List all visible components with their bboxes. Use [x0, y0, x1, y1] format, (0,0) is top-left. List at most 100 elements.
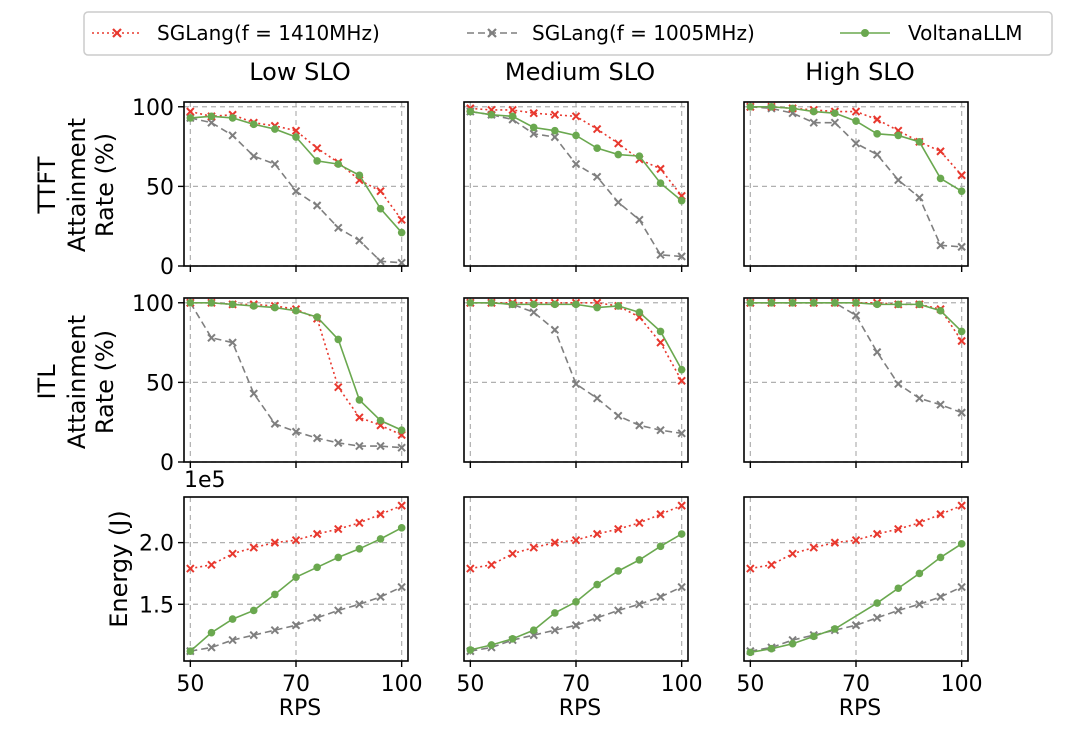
data-point-sglang-1005	[894, 175, 903, 185]
data-point-sglang-1410	[677, 501, 686, 510]
data-point-voltana	[355, 171, 364, 180]
data-point-sglang-1005	[228, 635, 237, 645]
data-point-sglang-1005	[957, 242, 966, 252]
data-point-voltana	[635, 556, 644, 564]
data-point-sglang-1410	[334, 382, 343, 392]
data-point-voltana	[957, 187, 966, 195]
data-point-voltana	[228, 615, 237, 623]
data-point-voltana	[551, 126, 559, 135]
data-point-sglang-1410	[656, 338, 665, 347]
data-point-voltana	[656, 179, 665, 188]
data-point-sglang-1005	[571, 621, 581, 630]
xtick-label: 70	[562, 672, 590, 697]
data-point-sglang-1410	[355, 518, 364, 528]
data-point-sglang-1410	[466, 564, 475, 573]
xtick-label: 50	[456, 672, 484, 697]
panel-itl-low-slo: 0 50 100	[132, 292, 409, 476]
xlabel-low-slo: RPS	[279, 696, 322, 721]
data-point-voltana	[788, 104, 797, 113]
series-line-sglang-1005	[190, 586, 402, 652]
data-point-sglang-1410	[355, 413, 364, 422]
legend-label-sglang-1410: SGLang(f = 1410MHz)	[157, 21, 380, 45]
data-point-voltana	[614, 567, 623, 575]
column-title-high-slo: High SLO	[805, 58, 914, 86]
legend-entry-voltana: VoltanaLLM	[840, 21, 1023, 45]
column-title-medium-slo: Medium SLO	[505, 58, 655, 86]
data-point-sglang-1410	[830, 538, 840, 547]
data-point-sglang-1005	[207, 643, 216, 652]
legend-entry-sglang-1005: SGLang(f = 1005MHz)	[467, 21, 755, 45]
data-point-sglang-1410	[186, 107, 195, 116]
ytick-label: 50	[146, 371, 174, 396]
data-point-voltana	[271, 303, 279, 312]
data-point-sglang-1410	[936, 147, 945, 156]
data-point-voltana	[957, 327, 966, 336]
data-point-sglang-1410	[767, 560, 776, 570]
data-point-sglang-1410	[376, 510, 385, 519]
data-point-voltana	[529, 123, 538, 132]
data-point-voltana	[572, 598, 580, 606]
data-point-sglang-1005	[397, 582, 406, 592]
data-point-voltana	[376, 416, 385, 425]
data-point-voltana	[746, 648, 755, 657]
data-point-voltana	[936, 306, 945, 315]
data-point-voltana	[677, 365, 686, 374]
ytick-label: 100	[132, 96, 174, 121]
data-point-voltana	[593, 303, 601, 312]
column-title-low-slo: Low SLO	[249, 58, 351, 86]
data-point-voltana	[292, 133, 300, 141]
data-point-voltana	[572, 300, 580, 309]
xlabel-high-slo: RPS	[839, 696, 882, 721]
legend-marker-sglang-1005	[487, 28, 497, 38]
data-point-voltana	[873, 599, 881, 607]
data-point-sglang-1410	[746, 564, 755, 573]
data-point-sglang-1005	[936, 400, 945, 409]
data-point-voltana	[852, 298, 860, 307]
data-point-voltana	[788, 639, 797, 648]
row-label-itl: ITL Attainment Rate (%)	[33, 315, 119, 449]
data-point-sglang-1005	[376, 257, 385, 266]
data-point-voltana	[355, 544, 364, 553]
data-point-voltana	[809, 632, 818, 641]
data-point-sglang-1005	[656, 592, 665, 602]
data-point-sglang-1005	[635, 421, 644, 430]
data-point-sglang-1410	[788, 549, 797, 558]
data-point-sglang-1005	[550, 325, 560, 335]
data-point-sglang-1410	[529, 108, 538, 118]
data-point-voltana	[915, 569, 924, 578]
data-point-sglang-1410	[550, 538, 560, 547]
data-point-sglang-1005	[207, 333, 216, 343]
panel-itl-high-slo	[743, 297, 969, 468]
data-point-sglang-1005	[270, 159, 280, 169]
data-point-voltana	[894, 584, 903, 593]
series-line-sglang-1410	[470, 301, 683, 382]
data-point-voltana	[228, 300, 237, 309]
data-point-voltana	[487, 110, 496, 119]
data-point-voltana	[831, 109, 839, 117]
series-line-voltana	[750, 543, 963, 654]
panel-ttft-high-slo	[743, 101, 969, 272]
data-point-sglang-1005	[376, 592, 385, 602]
data-point-sglang-1410	[872, 115, 882, 124]
data-point-sglang-1005	[291, 427, 301, 436]
data-point-sglang-1410	[957, 501, 966, 510]
data-point-voltana	[271, 590, 279, 599]
data-point-sglang-1005	[355, 236, 364, 245]
data-point-voltana	[186, 114, 195, 122]
data-point-voltana	[397, 524, 406, 532]
legend-label-voltana: VoltanaLLM	[908, 21, 1023, 45]
data-point-sglang-1005	[957, 582, 966, 592]
data-point-sglang-1005	[312, 201, 322, 210]
data-point-voltana	[397, 426, 406, 434]
row-label-itl-line1: ITL	[33, 364, 61, 400]
row-label-itl-line2: Attainment	[63, 315, 91, 449]
data-point-sglang-1005	[592, 613, 602, 623]
data-point-sglang-1410	[291, 535, 301, 545]
data-point-sglang-1005	[851, 139, 861, 148]
data-point-sglang-1005	[894, 606, 903, 615]
data-point-sglang-1005	[809, 118, 818, 127]
data-point-voltana	[894, 131, 903, 140]
data-point-sglang-1005	[571, 379, 581, 389]
data-point-voltana	[894, 300, 903, 309]
data-point-sglang-1005	[571, 159, 581, 169]
